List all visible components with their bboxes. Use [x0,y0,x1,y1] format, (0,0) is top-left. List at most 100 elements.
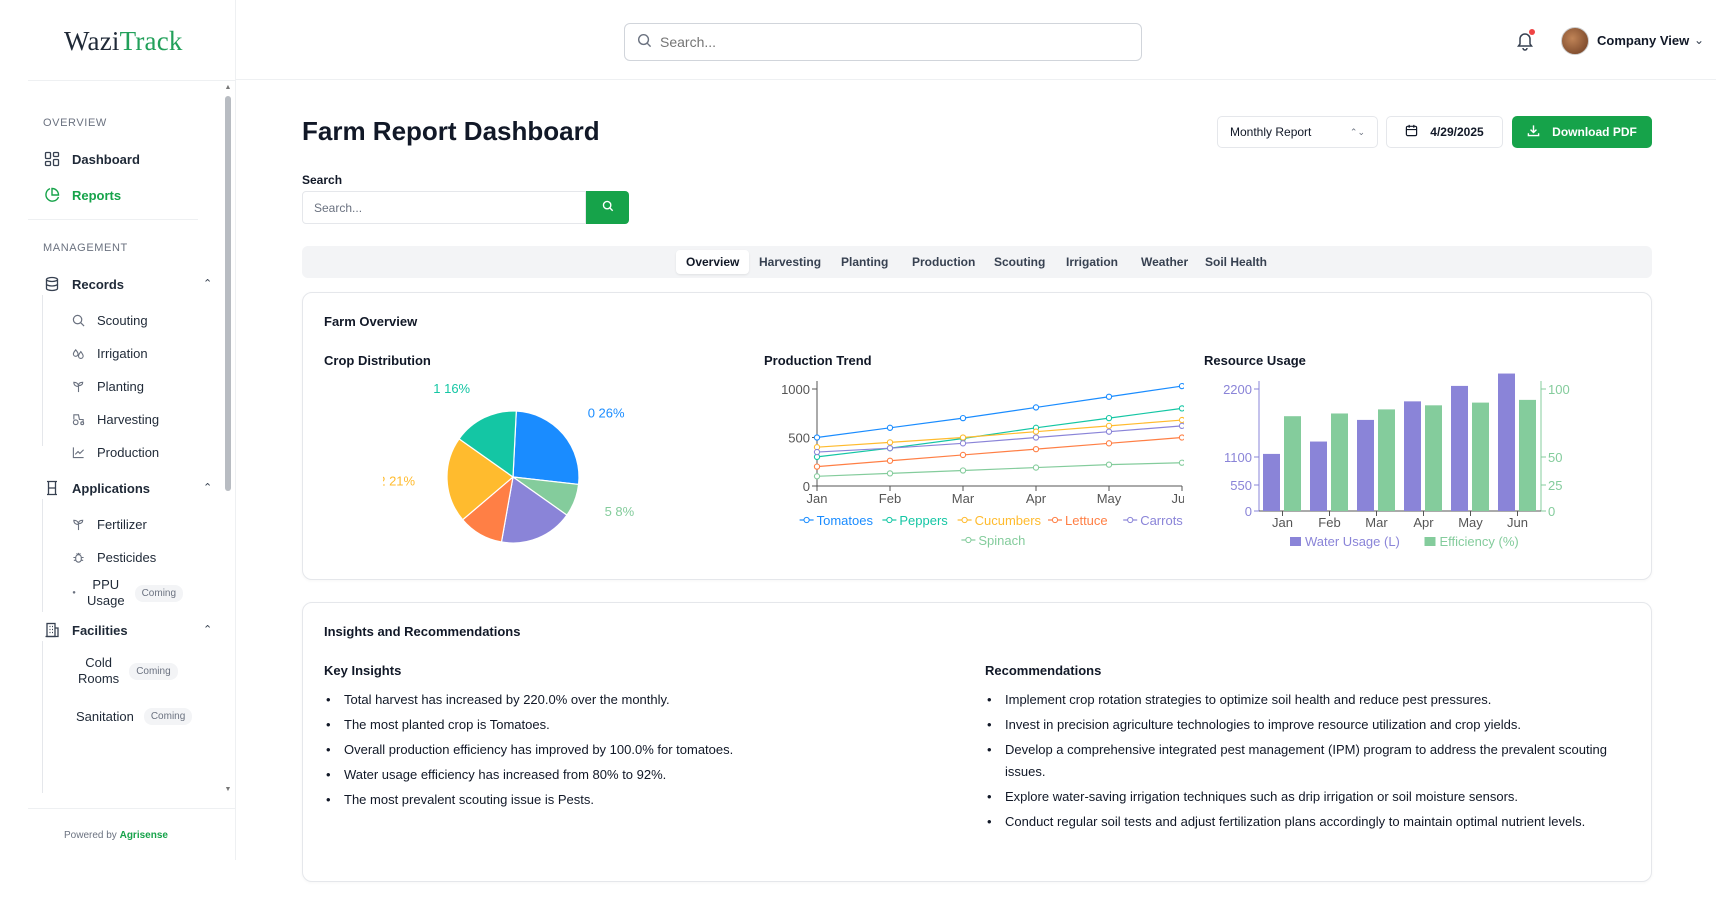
avatar[interactable] [1561,27,1589,55]
applications-collapse-chevron-icon[interactable]: ⌃ [203,482,213,494]
tab-irrigation[interactable]: Irrigation [1066,255,1119,269]
bug-icon [71,550,85,564]
global-search[interactable] [624,23,1142,61]
logo[interactable]: WaziTrack [64,26,183,57]
records-collapse-chevron-icon[interactable]: ⌃ [203,278,213,290]
tab-weather[interactable]: Weather [1141,255,1189,269]
database-icon [43,275,61,293]
report-search-input[interactable] [302,191,586,224]
legend-marker [961,516,968,524]
tab-scouting[interactable]: Scouting [994,255,1046,269]
line-chart-icon [71,445,85,459]
sidebar-item-scouting[interactable]: Scouting [71,309,148,331]
sidebar-item-pesticides[interactable]: Pesticides [71,546,156,568]
data-point [959,451,967,459]
list-item: The most prevalent scouting issue is Pes… [324,789,944,811]
download-pdf-label: Download PDF [1552,125,1637,139]
data-point [959,414,967,422]
data-point [886,457,894,464]
list-item: Explore water-saving irrigation techniqu… [985,786,1625,808]
sidebar-item-label: Scouting [97,312,148,328]
data-point [959,434,967,441]
tab-planting[interactable]: Planting [841,255,889,269]
search-icon [602,199,614,217]
data-point [1032,445,1040,453]
search-submit-button[interactable] [586,191,629,224]
x-tick-label: Jan [1272,515,1293,530]
date-value: 4/29/2025 [1430,125,1484,139]
search-icon [637,33,652,51]
notification-bell-icon[interactable] [1514,29,1536,51]
sidebar-item-planting[interactable]: Planting [71,375,144,397]
legend-label: Cucumbers [975,513,1042,528]
data-point [886,424,894,431]
scroll-down-arrow-icon[interactable]: ▼ [224,786,232,793]
sidebar-item-ppu-usage[interactable]: ● PPU Usage Coming [71,576,184,610]
efficiency-bar [1519,399,1536,511]
data-point [1105,414,1113,422]
water-usage-bar [1451,385,1468,511]
scroll-up-arrow-icon[interactable]: ▲ [224,84,232,91]
top-header: Company View ⌄ [236,0,1716,80]
sidebar-item-production[interactable]: Production [71,441,159,463]
pie-slice-label: 5 8% [605,504,635,519]
sidebar-item-irrigation[interactable]: Irrigation [71,342,148,364]
date-picker-button[interactable]: 4/29/2025 [1386,116,1503,148]
company-view-label[interactable]: Company View [1597,33,1690,48]
sidebar-item-fertilizer[interactable]: Fertilizer [71,513,147,535]
data-point [813,473,821,480]
pie-slice [446,438,514,521]
data-point [1032,434,1040,441]
sidebar-item-sanitation[interactable]: Sanitation Coming [76,705,193,727]
pie-slice [500,475,568,544]
water-usage-bar [1357,419,1374,511]
sidebar-item-label: Records [72,276,125,292]
facilities-subnav-line [42,641,43,793]
list-item: Water usage efficiency has increased fro… [324,764,944,786]
sidebar-item-label: Dashboard [72,151,140,167]
chevron-down-icon[interactable]: ⌄ [1694,33,1705,47]
sidebar-item-label: Sanitation [76,708,134,724]
building-icon [43,621,61,639]
x-tick-label: Feb [879,491,901,506]
efficiency-bar [1331,413,1348,511]
sidebar-item-records[interactable]: Records [43,273,124,295]
tab-soil-health[interactable]: Soil Health [1205,255,1268,269]
records-subnav-line [42,295,43,446]
facilities-collapse-chevron-icon[interactable]: ⌃ [203,624,213,636]
sidebar-item-dashboard[interactable]: Dashboard [43,148,140,170]
tab-production[interactable]: Production [912,255,976,269]
notification-dot [1529,29,1535,35]
sidebar-item-reports[interactable]: Reports [43,184,121,206]
right-tick-label: 0 [1548,504,1555,519]
report-type-value: Monthly Report [1230,125,1312,139]
data-point [1178,422,1184,430]
sidebar-item-facilities[interactable]: Facilities [43,619,128,641]
x-tick-label: Mar [1365,515,1388,530]
sidebar-item-harvesting[interactable]: Harvesting [71,408,159,430]
x-tick-label: May [1458,515,1483,530]
download-pdf-button[interactable]: Download PDF [1512,116,1652,148]
report-type-select[interactable]: Monthly Report ⌃⌄ [1217,116,1378,148]
data-point [1105,461,1113,468]
ppu-label: PPU Usage [87,577,125,609]
series-line [816,462,1183,477]
sidebar-scrollbar[interactable]: ▲ ▼ [224,84,232,794]
powered-by-brand[interactable]: Agrisense [119,830,168,841]
sidebar-item-applications[interactable]: Applications [43,477,150,499]
legend-marker [1051,516,1059,524]
series-line [816,385,1183,439]
series-line [816,419,1183,448]
tab-overview[interactable]: Overview [676,250,750,274]
legend-label: Carrots [1140,513,1183,528]
scrollbar-thumb[interactable] [225,96,231,491]
sprout-icon [71,517,85,531]
global-search-input[interactable] [660,34,1100,50]
sidebar-item-cold-rooms[interactable]: Cold Rooms Coming [78,654,178,688]
sidebar: WaziTrack OVERVIEW Dashboard Reports MAN… [28,0,236,860]
calendar-icon [1405,124,1418,140]
list-item: Total harvest has increased by 220.0% ov… [324,689,944,711]
key-insights-title: Key Insights [324,663,402,678]
sidebar-item-label: Production [97,444,160,460]
tab-harvesting[interactable]: Harvesting [759,255,822,269]
